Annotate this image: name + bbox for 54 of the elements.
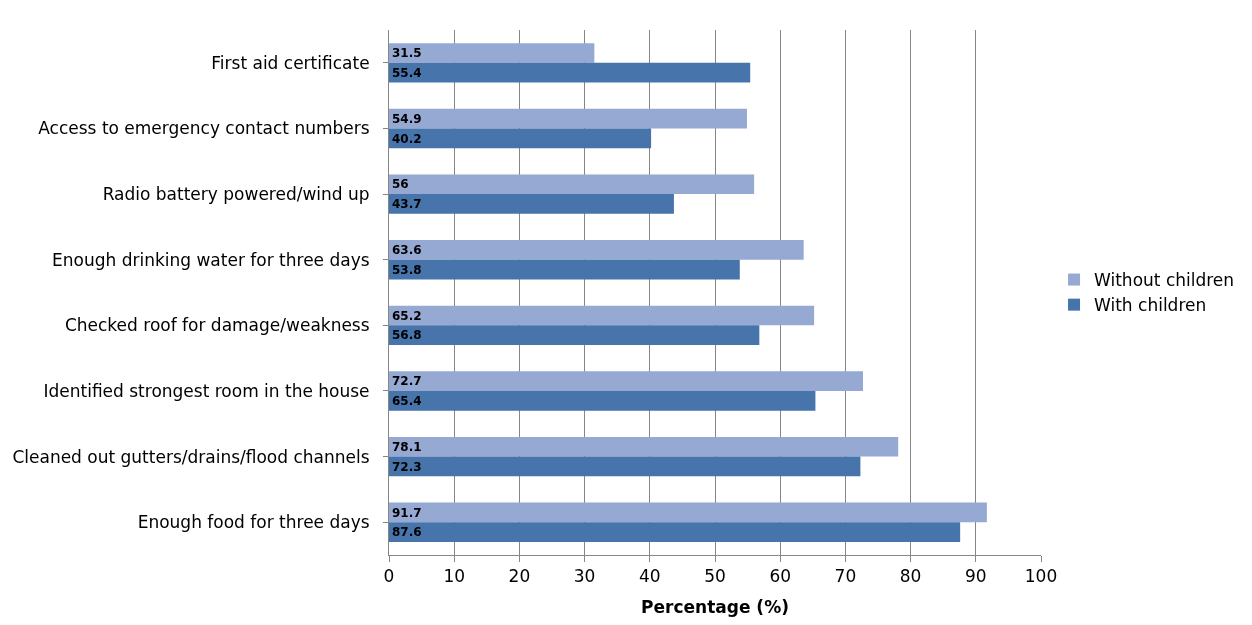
bar [389,259,740,280]
y-tick-label: Access to emergency contact numbers [38,118,370,139]
x-axis-title: Percentage (%) [641,596,789,617]
x-tick-label: 100 [1024,566,1058,587]
bar [389,390,816,411]
bar [389,174,755,195]
data-label: 72.3 [392,459,422,474]
x-tick-label: 60 [769,566,792,587]
x-tick-label: 50 [704,566,726,587]
bar [389,305,815,326]
bar [389,436,899,457]
bar [389,371,863,391]
data-label: 40.2 [392,131,422,146]
x-tick-label: 70 [834,566,857,587]
data-label: 63.6 [392,243,422,258]
bar [389,194,674,214]
data-label: 53.8 [392,262,422,277]
bar [389,62,751,83]
data-label: 87.6 [392,525,422,540]
legend-label: With children [1094,295,1207,316]
data-label: 56 [392,177,409,192]
x-tick-label: 20 [508,566,531,587]
data-label: 78.1 [392,439,422,454]
x-tick-label: 30 [573,566,596,587]
x-tick-label: 90 [964,566,987,587]
bar [389,240,804,260]
y-tick-label: Enough food for three days [137,512,370,533]
legend-label: Without children [1094,270,1235,291]
data-label: 43.7 [392,197,422,212]
x-tick-label: 10 [443,566,466,587]
x-tick-label: 40 [638,566,661,587]
y-tick-label: First aid certificate [211,52,370,73]
data-label: 91.7 [392,505,422,520]
y-tick-label: Cleaned out gutters/drains/flood channels [12,446,370,467]
bar [389,522,961,542]
bar [389,502,987,523]
y-tick-label: Checked roof for damage/weakness [64,315,370,336]
y-tick-label: Enough drinking water for three days [51,249,370,270]
data-label: 65.2 [392,308,422,323]
x-tick-label: 80 [899,566,922,587]
y-tick-label: Identified strongest room in the house [43,380,370,401]
data-label: 54.9 [392,111,422,126]
y-tick-label: Radio battery powered/wind up [102,184,370,205]
bar [389,128,652,149]
data-label: 56.8 [392,328,422,343]
data-label: 31.5 [392,46,422,61]
x-tick-label: 0 [383,566,395,587]
data-label: 55.4 [392,65,422,80]
bar [389,43,595,63]
bar [389,325,760,345]
bar [389,456,861,477]
data-label: 65.4 [392,394,422,409]
bar [389,108,747,129]
data-label: 72.7 [392,374,422,389]
